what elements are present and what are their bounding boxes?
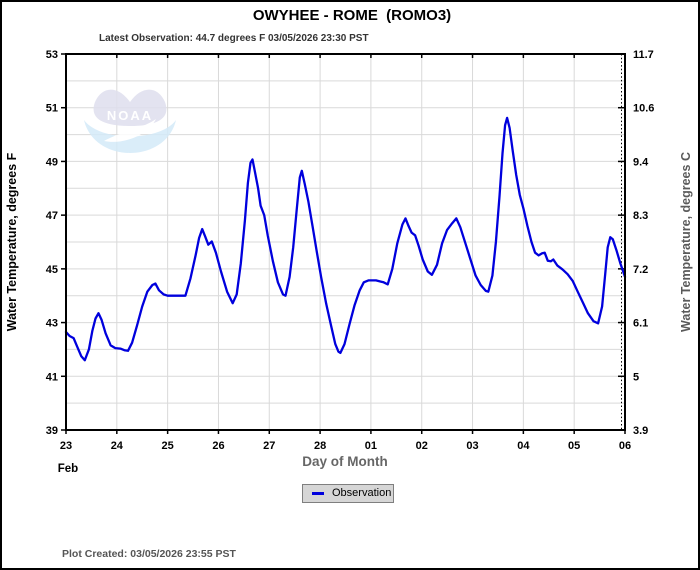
y-left-tick-label: 39	[46, 425, 58, 437]
y-right-tick-label: 9.4	[633, 156, 649, 168]
y-right-tick-label: 10.6	[633, 103, 654, 115]
x-tick-label: 25	[162, 440, 174, 452]
noaa-logo-watermark: NOAA	[84, 89, 176, 153]
plot-border	[65, 53, 626, 431]
x-tick-label: 26	[212, 440, 224, 452]
page-title: OWYHEE - ROME (ROMO3)	[252, 7, 452, 24]
x-axis-title: Day of Month	[302, 454, 388, 469]
legend-label: Observation	[332, 487, 392, 499]
plot-created-text: Plot Created: 03/05/2026 23:55 PST	[62, 548, 236, 560]
y-right-tick-label: 5	[633, 371, 639, 383]
x-tick-label: 06	[619, 440, 631, 452]
legend-line-sample	[312, 492, 324, 495]
x-tick-label: 24	[111, 440, 124, 452]
y-axis-title-right: Water Temperature, degrees C	[679, 152, 693, 332]
x-tick-label: 01	[365, 440, 377, 452]
y-left-tick-label: 49	[46, 156, 58, 168]
y-right-tick-label: 8.3	[633, 210, 648, 222]
y-right-tick-label: 3.9	[633, 425, 648, 437]
x-tick-label: 27	[263, 440, 275, 452]
month-label: Feb	[58, 463, 78, 475]
noaa-logo-bird	[104, 119, 156, 142]
x-tick-label: 28	[314, 440, 326, 452]
y-right-tick-label: 6.1	[633, 318, 648, 330]
y-left-tick-label: 41	[46, 371, 58, 383]
x-tick-label: 23	[60, 440, 72, 452]
y-left-tick-label: 43	[46, 318, 58, 330]
y-left-tick-label: 51	[46, 103, 58, 115]
y-left-tick-label: 45	[46, 264, 58, 276]
noaa-logo-text: NOAA	[107, 108, 153, 123]
y-right-tick-label: 11.7	[633, 49, 654, 61]
y-right-tick-label: 7.2	[633, 264, 648, 276]
x-tick-label: 02	[416, 440, 428, 452]
axis-ticks: 53 11.7 51 10.6 49 9.4 47 8.3 45 7.2 43 6.1 41 5 39 3.9…	[46, 49, 655, 452]
x-tick-label: 03	[466, 440, 478, 452]
y-left-tick-label: 53	[46, 49, 58, 61]
y-axis-title-left: Water Temperature, degrees F	[5, 152, 19, 331]
noaa-logo-wings	[93, 89, 167, 126]
x-tick-label: 04	[517, 440, 530, 452]
y-left-tick-label: 47	[46, 210, 58, 222]
observation-line	[64, 116, 627, 362]
x-tick-label: 05	[568, 440, 580, 452]
legend-box: Observation	[302, 484, 394, 503]
series-observation	[64, 116, 627, 362]
latest-observation-text: Latest Observation: 44.7 degrees F 03/05…	[99, 33, 369, 44]
